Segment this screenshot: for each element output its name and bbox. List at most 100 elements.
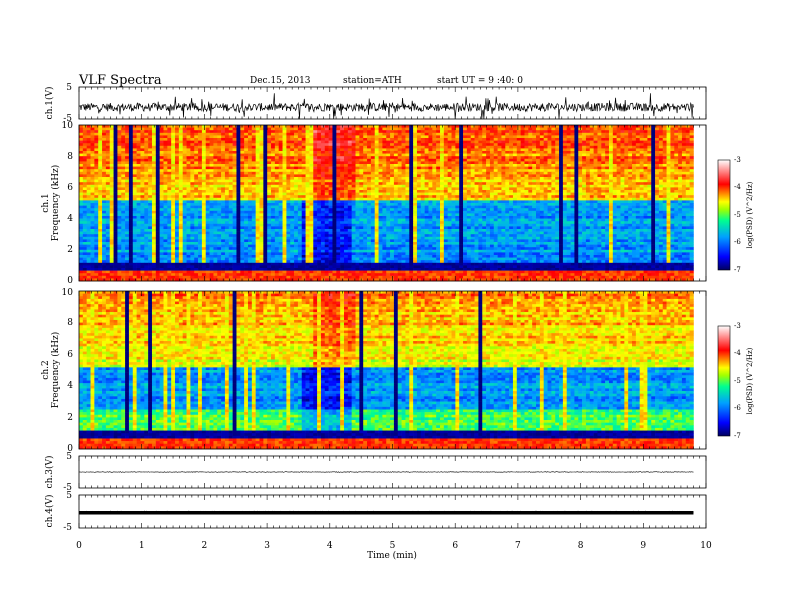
ch1-spectrogram-cell (678, 195, 683, 199)
ch1-spectrogram-cell (271, 148, 276, 152)
ch1-spectrogram-cell (267, 135, 272, 139)
ch1-spectrogram-cell (566, 177, 571, 180)
ch1-spectrogram-cell (378, 192, 383, 196)
ch1-spectrogram-cell (666, 148, 671, 152)
ch1-spectrogram-cell (209, 164, 214, 167)
ch1-spectrogram-cell (562, 161, 568, 165)
ch1-spectrogram-cell (678, 127, 683, 131)
ch1-spectrogram-cell (148, 182, 153, 186)
ch1-spectrogram-cell (413, 192, 418, 196)
ch1-spectrogram-cell (658, 138, 664, 141)
ch1-spectrogram-cell (624, 156, 629, 160)
ch1-spectrogram-cell (359, 177, 364, 180)
ch1-spectrogram-cell (451, 187, 456, 191)
ch1-spectrogram-cell (294, 135, 299, 139)
ch1-spectrogram-cell (359, 130, 364, 134)
ch1-spectrogram-cell (320, 140, 326, 144)
ch1-spectrogram-cell (159, 130, 164, 134)
ch1-spectrogram-cell (301, 140, 306, 144)
ch1-spectrogram-cell (497, 187, 502, 191)
ch1-spectrogram-cell (378, 195, 383, 199)
ch1-spectrogram-cell (624, 169, 629, 173)
ch1-spectrogram-cell (240, 132, 245, 136)
ch1-spectrogram-cell (109, 195, 114, 199)
ch1-spectrogram-cell (520, 190, 525, 193)
ch1-spectrogram-cell (117, 148, 122, 152)
ch1-spectrogram-cell (328, 179, 333, 183)
ch1-spectrogram-cell (136, 182, 141, 186)
ch1-spectrogram-cell (328, 125, 333, 128)
ch1-spectrogram-cell (662, 153, 667, 157)
ch1-spectrogram-cell (386, 158, 391, 162)
ch1-spectrogram-cell (201, 195, 207, 199)
ch1-spectrogram-cell (497, 125, 502, 128)
ch1-spectrogram-cell (459, 200, 464, 204)
ch1-spectrogram-cell (589, 177, 594, 180)
ch1-spectrogram-cell (474, 158, 479, 162)
ch1-spectrogram-cell (328, 138, 333, 141)
ch1-spectrogram-cell (351, 161, 356, 165)
ch1-spectrogram-cell (144, 125, 149, 128)
ch1-spectrogram-cell (574, 200, 579, 204)
ch1-spectrogram-cell (447, 145, 452, 149)
ch1-spectrogram-cell (263, 190, 268, 193)
ch1-spectrogram-cell (466, 125, 472, 128)
ch1-spectrogram-cell (363, 140, 368, 144)
ch1-spectrogram-cell (151, 184, 157, 188)
ch1-spectrogram-cell (159, 177, 164, 180)
ch1-spectrogram-cell (681, 158, 687, 162)
ch1-spectrogram-cell (228, 140, 233, 144)
ch1-spectrogram-cell (98, 164, 103, 167)
ch1-spectrogram-cell (639, 179, 644, 183)
ch1-spectrogram-cell (689, 143, 694, 147)
ch1-spectrogram-cell (221, 169, 226, 173)
ch1-spectrogram-cell (374, 164, 379, 167)
ch1-spectrogram-cell (144, 143, 149, 147)
ch1-spectrogram-cell (639, 132, 644, 136)
ch1-spectrogram-cell (244, 164, 249, 167)
ch1-spectrogram-cell (662, 145, 667, 149)
ch1-spectrogram-cell (440, 132, 445, 136)
ch1-spectrogram-cell (209, 145, 214, 149)
ch1-spectrogram-cell (685, 143, 690, 147)
ch1-spectrogram-cell (409, 143, 414, 147)
ch1-spectrogram-cell (409, 140, 414, 144)
ch1-spectrogram-cell (297, 174, 303, 178)
ch1-spectrogram-cell (240, 174, 245, 178)
ch1-spectrogram-cell (140, 143, 145, 147)
ch1-spectrogram-cell (555, 132, 560, 136)
ch1-spectrogram-cell (79, 127, 84, 131)
ch1-spectrogram-cell (551, 166, 556, 170)
ch1-spectrogram-cell (209, 151, 214, 154)
ch1-spectrogram-cell (209, 190, 214, 193)
ch1-spectrogram-cell (86, 143, 91, 147)
ch1-spectrogram-cell (363, 171, 368, 175)
ch1-spectrogram-cell (205, 127, 210, 131)
ch1-spectrogram-cell (635, 171, 640, 175)
ch1-spectrogram-cell (643, 174, 648, 178)
ch1-spectrogram-cell (447, 161, 452, 165)
ch1-spectrogram-cell (251, 132, 256, 136)
ch1-spectrogram-cell (294, 184, 299, 188)
ch1-spectrogram-cell (159, 179, 164, 183)
ch1-spectrogram-cell (317, 187, 322, 191)
ch1-spectrogram-cell (651, 130, 656, 134)
ch1-spectrogram-cell (582, 171, 587, 175)
ch1-spectrogram-cell (278, 161, 283, 165)
ch1-spectrogram-cell (136, 140, 141, 144)
ch1-spectrogram-cell (589, 125, 594, 128)
ch1-spectrogram-cell (685, 153, 690, 157)
ch1-spectrogram-cell (651, 138, 656, 141)
ch1-spectrogram-cell (532, 171, 537, 175)
ch1-spectrogram-cell (463, 130, 468, 134)
ch1-spectrogram-cell (463, 197, 468, 201)
ch1-spectrogram-cell (363, 130, 368, 134)
ch1-spectrogram-cell (478, 169, 483, 173)
ch1-spectrogram-cell (405, 187, 410, 191)
ch1-spectrogram-cell (132, 132, 137, 136)
ch1-spectrogram-cell (413, 190, 418, 193)
ch1-spectrogram-cell (658, 156, 664, 160)
ch1-spectrogram-cell (536, 164, 541, 167)
ch1-spectrogram-cell (105, 140, 111, 144)
ch1-spectrogram-cell (378, 143, 383, 147)
